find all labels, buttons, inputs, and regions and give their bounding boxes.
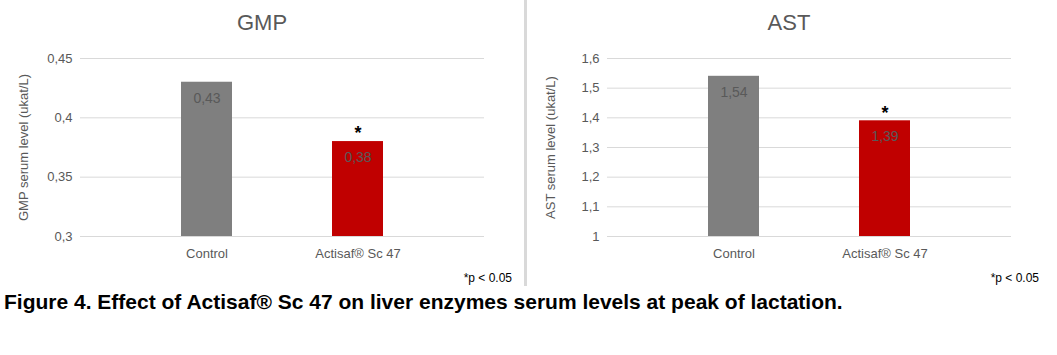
html-text:*p < 0.05: *p < 0.05 [990, 271, 1039, 285]
svg-text:0,3: 0,3 [54, 229, 72, 244]
svg-text:Control: Control [186, 246, 228, 261]
svg-text:1,39: 1,39 [871, 128, 898, 144]
svg-text:Actisaf® Sc 47: Actisaf® Sc 47 [842, 246, 927, 261]
html-text:AST: AST [767, 10, 811, 35]
svg-text:0,38: 0,38 [344, 149, 371, 165]
svg-text:Control: Control [713, 246, 755, 261]
svg-text:0,43: 0,43 [193, 90, 220, 106]
svg-text:1,1: 1,1 [581, 199, 599, 214]
svg-text:*: * [354, 123, 361, 143]
svg-text:1,6: 1,6 [581, 51, 599, 66]
html-text:GMP: GMP [236, 10, 288, 35]
svg-text:AST serum level (ukat/L): AST serum level (ukat/L) [543, 76, 558, 219]
html-text:*p < 0.05: *p < 0.05 [463, 271, 512, 285]
svg-text:1,54: 1,54 [720, 84, 747, 100]
svg-text:0,4: 0,4 [54, 110, 72, 125]
svg-text:Actisaf® Sc 47: Actisaf® Sc 47 [315, 246, 400, 261]
svg-text:*: * [881, 103, 888, 123]
svg-text:1,5: 1,5 [581, 80, 599, 95]
svg-text:GMP serum level (ukat/L): GMP serum level (ukat/L) [16, 74, 31, 221]
svg-text:1,4: 1,4 [581, 110, 599, 125]
svg-text:1: 1 [592, 229, 599, 244]
svg-text:0,45: 0,45 [47, 51, 72, 66]
html-text:Figure 4. Effect of Actisaf® S: Figure 4. Effect of Actisaf® Sc 47 on li… [4, 290, 843, 313]
svg-text:1,3: 1,3 [581, 140, 599, 155]
svg-text:1,2: 1,2 [581, 169, 599, 184]
svg-text:0,35: 0,35 [47, 169, 72, 184]
